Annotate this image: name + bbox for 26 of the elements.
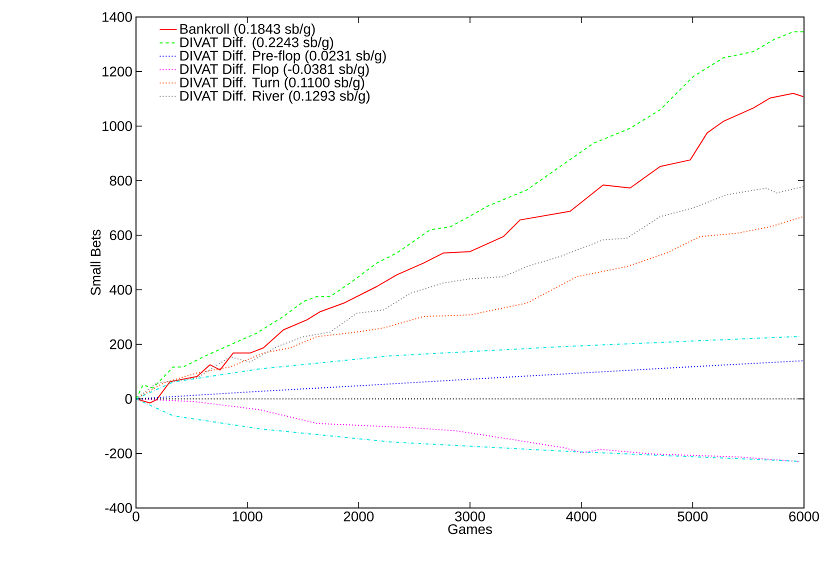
x-tick-label: 6000 bbox=[789, 512, 819, 522]
x-axis-title: Games bbox=[448, 524, 492, 534]
legend-label: DIVAT Diff. Turn (0.1100 sb/g) bbox=[180, 77, 364, 90]
legend-label: DIVAT Diff. Flop (-0.0381 sb/g) bbox=[180, 64, 369, 77]
x-tick-label: 0 bbox=[132, 512, 140, 522]
legend-label: DIVAT Diff. River (0.1293 sb/g) bbox=[180, 90, 370, 104]
y-tick-label: 1000 bbox=[102, 121, 132, 132]
y-tick-label: 1400 bbox=[102, 12, 132, 22]
x-tick-label: 1000 bbox=[232, 512, 262, 522]
y-tick-label: 800 bbox=[110, 176, 132, 186]
legend-label: Bankroll (0.1843 sb/g) bbox=[180, 24, 315, 37]
x-tick-label: 3000 bbox=[455, 512, 485, 522]
line-series bbox=[136, 360, 804, 400]
y-tick-label: 200 bbox=[110, 339, 132, 350]
legend-label: DIVAT Diff. Pre-flop (0.0231 sb/g) bbox=[180, 50, 386, 64]
legend-label: DIVAT Diff. (0.2243 sb/g) bbox=[180, 37, 334, 50]
y-axis-title: Small Bets bbox=[90, 230, 101, 296]
y-tick-label: 400 bbox=[110, 284, 132, 295]
y-tick-label: 600 bbox=[110, 230, 132, 240]
x-tick-label: 2000 bbox=[344, 512, 374, 522]
y-tick-label: 1200 bbox=[102, 66, 132, 76]
x-tick-label: 4000 bbox=[566, 512, 596, 522]
y-tick-label: 0 bbox=[125, 394, 132, 404]
x-tick-label: 5000 bbox=[678, 512, 708, 522]
y-tick-label: -200 bbox=[105, 448, 132, 458]
y-tick-label: -400 bbox=[105, 503, 132, 513]
